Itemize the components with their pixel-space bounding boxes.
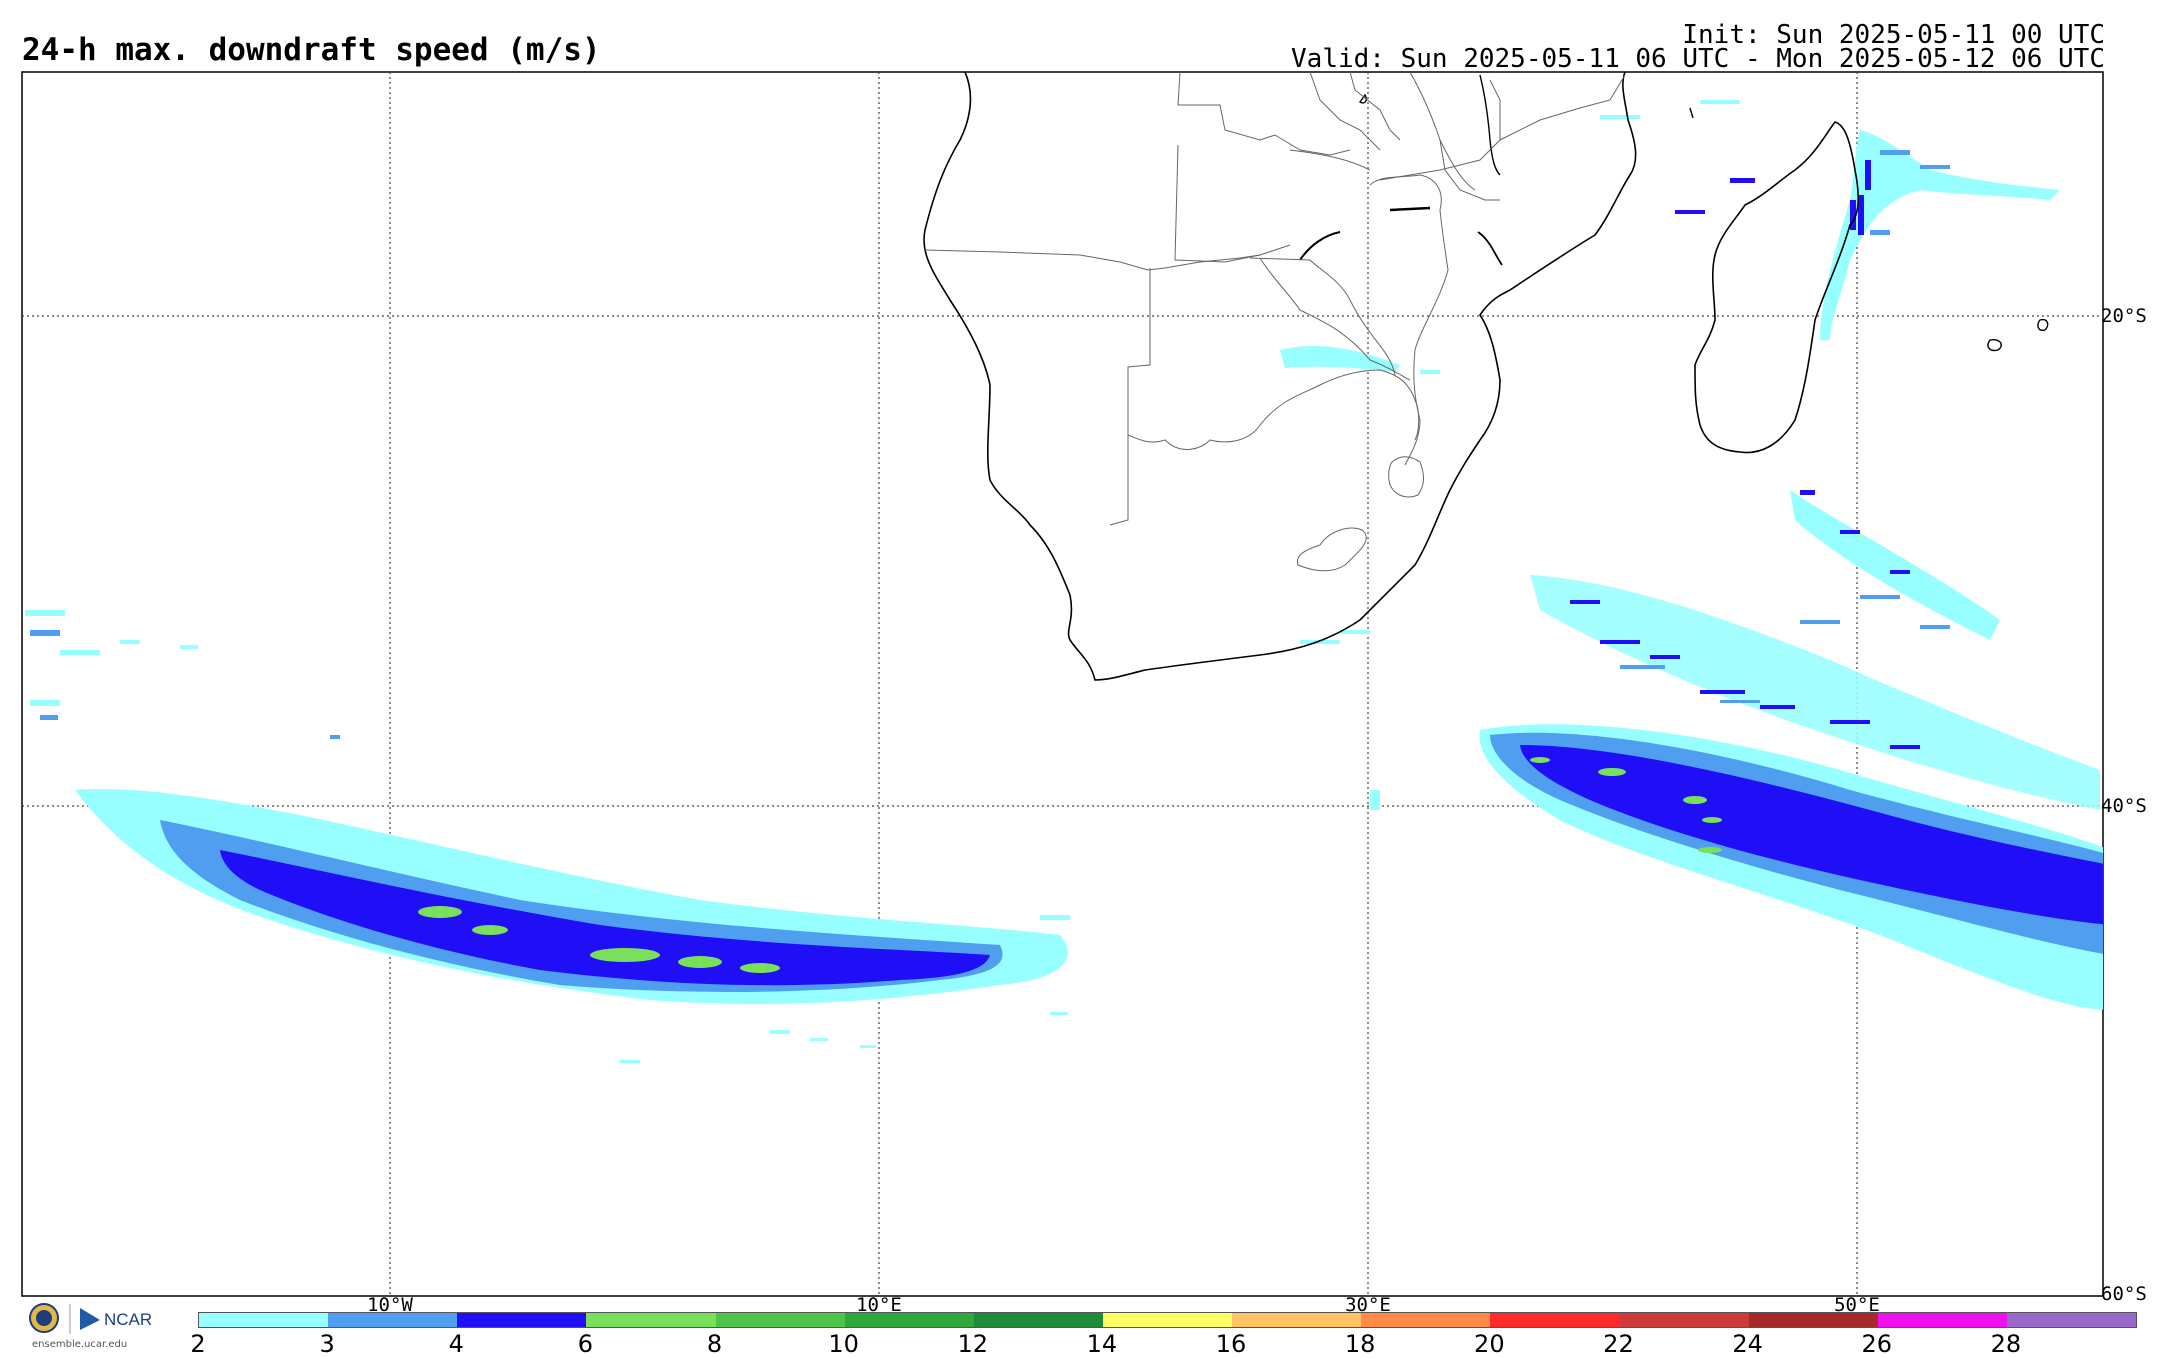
downdraft-swath-west (25, 610, 1070, 1063)
colorbar-tick-label: 26 (1861, 1330, 1892, 1358)
colorbar-segment (1361, 1313, 1491, 1327)
colorbar-tick-label: 18 (1344, 1330, 1376, 1358)
country-borders (924, 72, 1626, 572)
lat-label-40s: 40°S (2101, 795, 2147, 817)
colorbar-tick-label: 22 (1603, 1330, 1634, 1358)
valid-time: Valid: Sun 2025-05-11 06 UTC - Mon 2025-… (1291, 44, 2105, 74)
colorbar-tick-label: 24 (1732, 1330, 1763, 1358)
madagascar-outline (1694, 121, 1860, 454)
logo-url: ensemble.ucar.edu (32, 1339, 128, 1350)
ncar-logo-text: NCAR (104, 1310, 153, 1329)
colorbar-segment (1232, 1313, 1362, 1327)
colorbar-segment (1102, 1313, 1233, 1327)
colorbar-tick-label: 6 (577, 1330, 594, 1358)
colorbar-segment (1748, 1313, 1878, 1327)
lake-kariba (1299, 231, 1341, 261)
colorbar-tick-label: 12 (957, 1330, 989, 1358)
init-time: Init: Sun 2025-05-11 00 UTC (1682, 20, 2105, 50)
lat-label-60s: 60°S (2101, 1283, 2147, 1305)
colorbar-tick-label: 28 (1990, 1330, 2022, 1358)
colorbar-segment (1619, 1313, 1749, 1327)
colorbar-tick-label: 10 (828, 1330, 859, 1358)
colorbar-tick-label: 8 (706, 1330, 723, 1358)
downdraft-swath-east (1479, 130, 2103, 1010)
lon-label-10e: 10°E (856, 1294, 902, 1316)
colorbar-tick-label: 4 (448, 1330, 464, 1358)
nsf-ncar-logo (29, 1303, 100, 1334)
colorbar-tick-label: 16 (1215, 1330, 1247, 1358)
colorbar-tick-label: 14 (1086, 1330, 1118, 1358)
lat-label-20s: 20°S (2101, 305, 2147, 327)
ncar-mark-icon (80, 1308, 100, 1330)
colorbar-segment (1490, 1313, 1620, 1327)
reunion-outline (2037, 318, 2049, 332)
colorbar-segment (199, 1313, 329, 1327)
colorbar-segment (1877, 1313, 2007, 1327)
colorbar (198, 1312, 2137, 1328)
colorbar-segment (457, 1313, 587, 1327)
colorbar-segment (844, 1313, 974, 1327)
map-title: 24-h max. downdraft speed (m/s) (22, 32, 601, 68)
lon-label-10w: 10°W (367, 1294, 413, 1316)
colorbar-segment (715, 1313, 845, 1327)
mauritius-outline (1987, 338, 2002, 352)
colorbar-tick-label: 2 (190, 1330, 206, 1358)
colorbar-tick-label: 20 (1474, 1330, 1505, 1358)
colorbar-segment (2006, 1313, 2137, 1327)
lon-label-30e: 30°E (1345, 1294, 1391, 1316)
coastline (923, 72, 1637, 681)
downdraft-patches-misc (1280, 100, 1740, 810)
lon-label-50e: 50°E (1834, 1294, 1880, 1316)
colorbar-segment (328, 1313, 458, 1327)
colorbar-tick-label: 3 (319, 1330, 335, 1358)
colorbar-segment (973, 1313, 1103, 1327)
lake-malawi (1479, 74, 1501, 176)
colorbar-segment (586, 1313, 716, 1327)
